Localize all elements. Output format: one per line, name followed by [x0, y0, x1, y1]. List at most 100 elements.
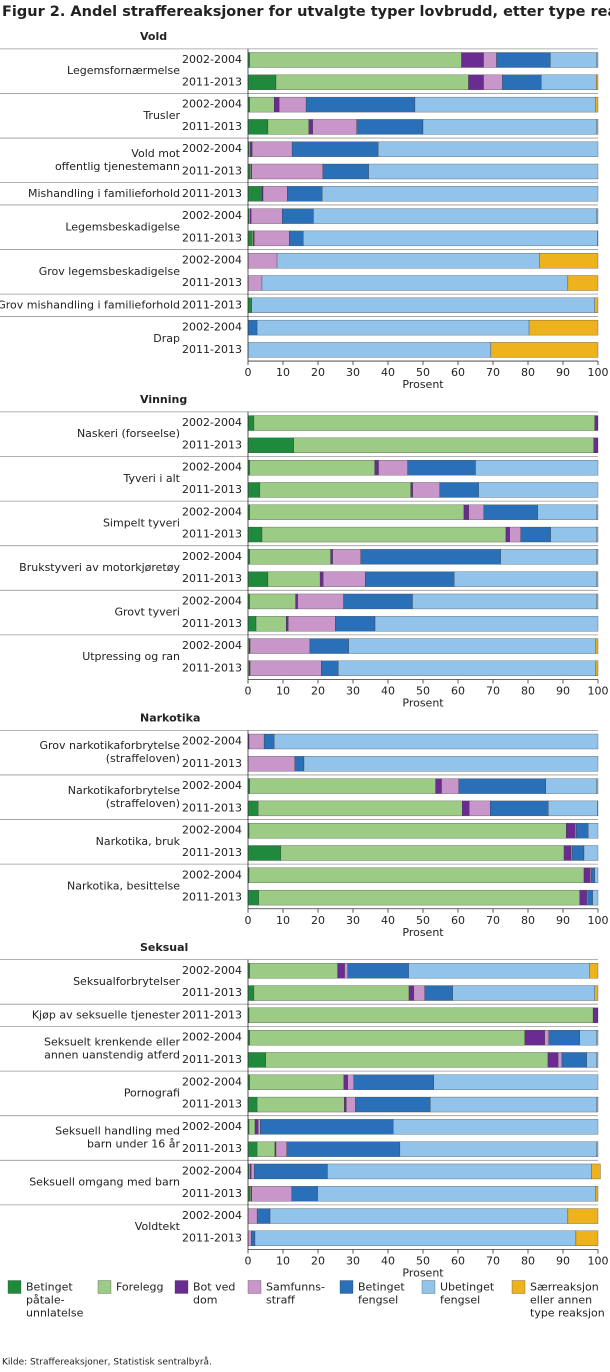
bar-segment	[247, 253, 278, 269]
bar-segment	[247, 756, 296, 772]
category-label: 2002-2004	[182, 1164, 242, 1177]
bar-segment	[253, 415, 595, 431]
bar-segment	[248, 867, 585, 883]
bar-segment	[348, 638, 597, 654]
bar-segment	[295, 593, 298, 610]
bar-segment	[368, 163, 599, 180]
bar-segment	[282, 208, 314, 224]
x-tick-label: 100	[588, 366, 609, 379]
bar-segment	[596, 1141, 599, 1157]
bar-segment	[545, 778, 598, 794]
legend-swatch	[247, 1280, 262, 1294]
bar-segment	[344, 963, 348, 979]
x-tick-label: 10	[276, 685, 290, 698]
bar-segment	[566, 823, 576, 839]
bar-segment	[289, 230, 304, 247]
bar-segment	[595, 1186, 599, 1202]
bar-segment	[452, 985, 596, 1001]
bar-segment	[274, 733, 599, 750]
category-label: 2011-2013	[182, 1098, 242, 1111]
bar-segment	[256, 1208, 271, 1224]
category-label: 2002-2004	[182, 209, 242, 222]
category-label: 2002-2004	[182, 824, 242, 837]
bar-segment	[247, 800, 259, 817]
bar-segment	[249, 504, 465, 520]
bar-segment	[252, 230, 254, 247]
category-label: 2002-2004	[182, 98, 242, 111]
bar-segment	[257, 800, 463, 817]
bar-segment	[248, 823, 567, 839]
group-label: Legemsbeskadigelse	[65, 220, 180, 233]
bar-segment	[422, 119, 598, 135]
bar-segment	[475, 459, 599, 476]
x-tick-label: 60	[451, 1255, 465, 1268]
bar-segment	[595, 660, 599, 676]
bar-segment	[548, 1030, 580, 1046]
category-label: 2011-2013	[182, 75, 242, 88]
bar-segment	[249, 1030, 526, 1046]
category-label: 2011-2013	[182, 276, 242, 289]
bar-segment	[308, 119, 313, 135]
legend-label: Særreaksjon eller annen type reaksjon	[530, 1281, 605, 1320]
bar-segment	[583, 845, 599, 861]
bar-segment	[399, 1141, 598, 1157]
bar-segment	[247, 437, 294, 454]
bar-segment	[249, 1074, 345, 1090]
bar-segment	[596, 119, 599, 135]
bar-segment	[269, 1208, 569, 1224]
bar-segment	[248, 733, 265, 750]
x-tick-label: 90	[556, 1255, 570, 1268]
bar-segment	[393, 1119, 599, 1135]
bar-segment	[595, 96, 599, 113]
bar-segment	[424, 985, 453, 1001]
bar-segment	[249, 778, 436, 794]
bar-segment	[254, 1119, 259, 1135]
bar-segment	[570, 845, 573, 861]
bar-segment	[253, 230, 255, 247]
bar-segment	[412, 593, 598, 610]
bar-segment	[248, 660, 251, 676]
bar-segment	[410, 482, 413, 498]
bar-segment	[596, 1030, 599, 1046]
bar-segment	[550, 526, 598, 543]
bar-segment	[557, 1052, 563, 1068]
panel-title: Vinning	[140, 393, 187, 406]
bar-segment	[248, 1119, 256, 1135]
legend-swatch	[421, 1280, 436, 1294]
bar-segment	[594, 297, 599, 313]
bar-segment	[596, 208, 599, 224]
group-label: Simpelt tyveri	[103, 516, 180, 529]
bar-segment	[309, 638, 349, 654]
x-tick-label: 0	[245, 685, 252, 698]
legend-label: Bot ved dom	[193, 1281, 235, 1307]
legend-swatch	[339, 1280, 354, 1294]
bar-segment	[275, 1141, 288, 1157]
bar-segment	[322, 163, 369, 180]
bar-segment	[247, 482, 261, 498]
bar-segment	[248, 1163, 251, 1180]
category-label: 2011-2013	[182, 483, 242, 496]
bar-segment	[548, 800, 598, 817]
bar-segment	[490, 342, 599, 358]
bar-segment	[575, 823, 577, 839]
x-tick-label: 80	[521, 685, 535, 698]
bar-segment	[248, 208, 251, 224]
bar-segment	[247, 845, 282, 861]
bar-segment	[258, 889, 580, 906]
bar-segment	[596, 52, 599, 68]
category-label: 2011-2013	[182, 661, 242, 674]
bar-segment	[458, 778, 547, 794]
bar-segment	[247, 1052, 267, 1068]
x-tick-label: 80	[521, 1255, 535, 1268]
bar-segment	[249, 141, 253, 157]
bar-segment	[287, 186, 323, 202]
bar-segment	[263, 733, 275, 750]
x-tick-label: 90	[556, 914, 570, 927]
bar-segment	[567, 1208, 599, 1224]
bar-segment	[247, 415, 255, 431]
legend-swatch	[97, 1280, 112, 1294]
panel-title: Vold	[140, 30, 167, 43]
bar-segment	[259, 482, 411, 498]
x-tick-label: 30	[346, 914, 360, 927]
